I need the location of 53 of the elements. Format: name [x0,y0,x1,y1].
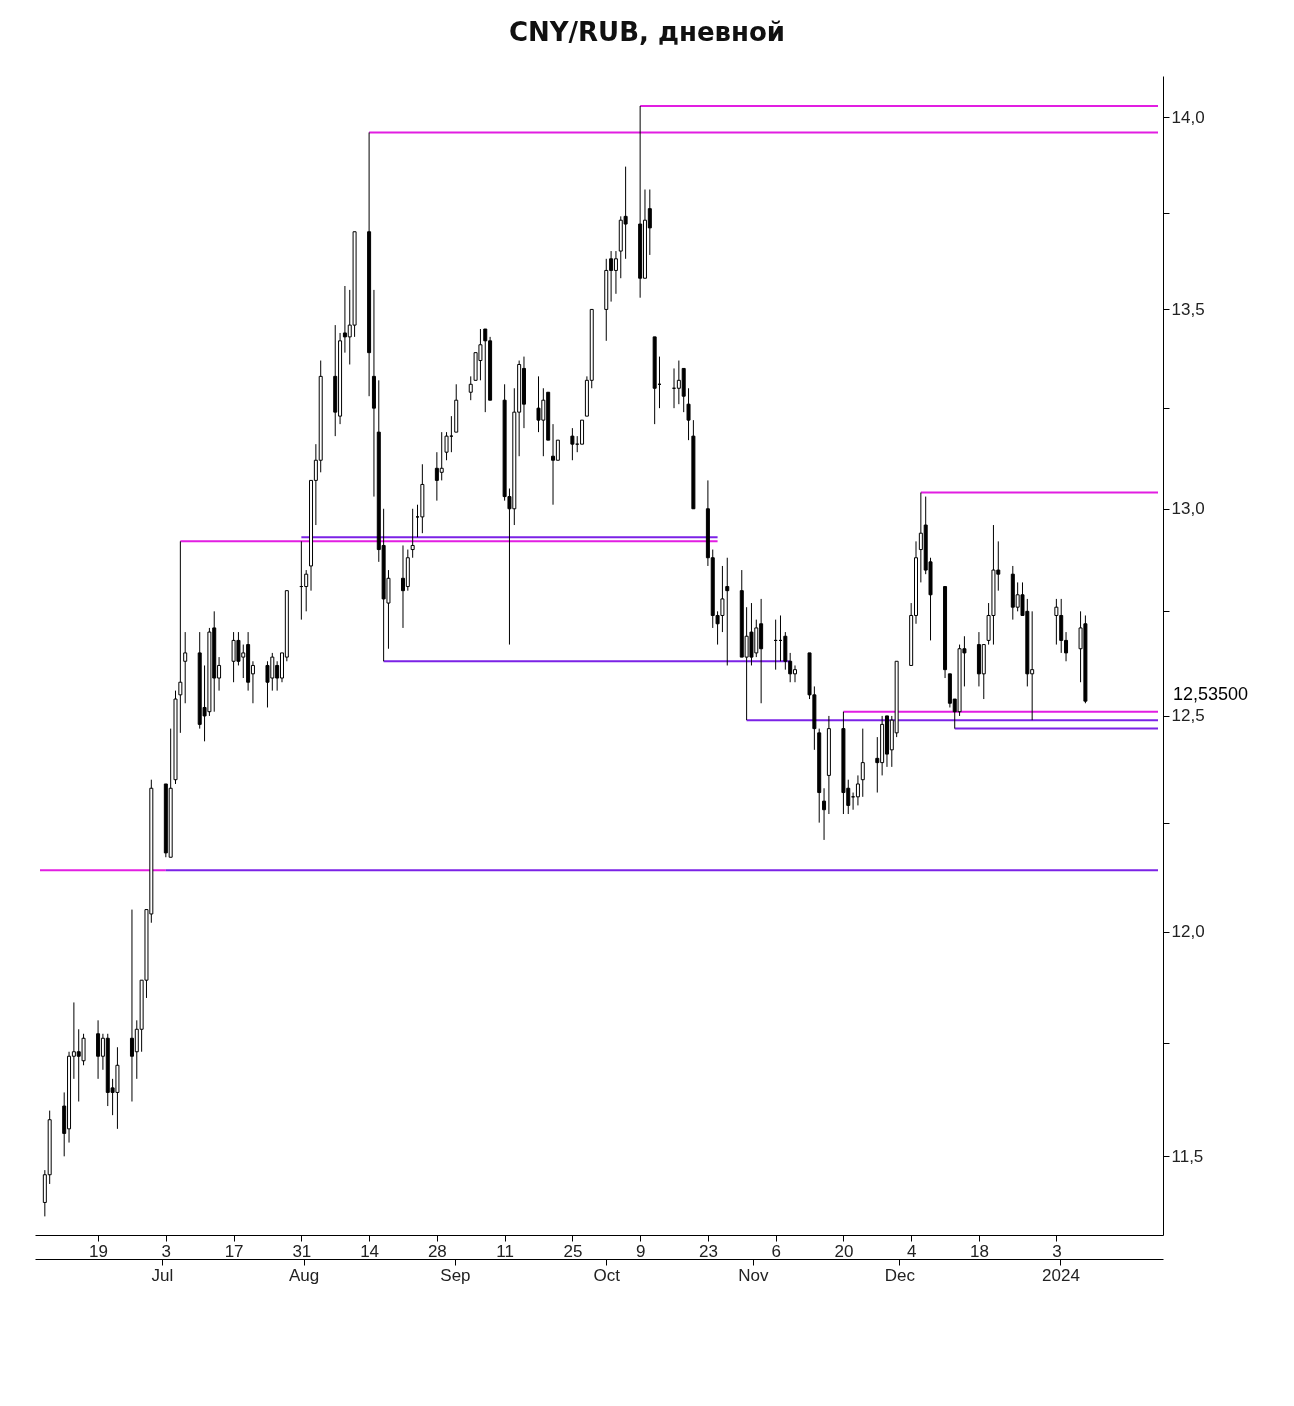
candlestick [96,1019,101,1080]
candlestick [439,431,444,481]
x-tick-label: 31 [292,1241,312,1261]
candlestick [81,1033,86,1066]
x-tick-label: 17 [224,1241,244,1261]
x-tick-label: 4 [906,1241,917,1261]
y-tick-label: 12,5 [1171,706,1205,726]
chart-title: CNY/RUB, дневной [508,17,786,47]
candlestick [183,631,188,704]
candlestick [725,557,730,666]
candlestick [265,660,270,708]
candlestick [570,427,575,461]
x2-tick-label: Nov [738,1265,769,1285]
candlestick [555,439,560,461]
x-tick-label: 9 [635,1241,646,1261]
candlestick [536,375,541,433]
candlestick [178,540,183,734]
x-tick-label: 19 [89,1241,109,1261]
x2-tick-label: 2024 [1042,1265,1080,1285]
y-tick-label: 11,5 [1171,1146,1204,1166]
x-tick-label: 28 [427,1241,447,1261]
x-tick-label: 18 [969,1241,989,1261]
candlestick [860,728,865,798]
x-tick-label: 11 [496,1241,514,1261]
candlestick [551,423,556,506]
candlestick [483,328,488,413]
x-tick-label: 25 [563,1241,583,1261]
x-tick-label: 3 [1052,1241,1062,1261]
x2-tick-label: Jul [151,1265,174,1285]
candlestick [855,774,860,806]
x2-tick-label: Aug [288,1265,320,1285]
y-tick-label: 14,0 [1171,107,1205,127]
x2-tick-label: Dec [884,1265,916,1285]
candlestick [822,787,827,841]
y-tick-label: 13,5 [1171,299,1205,319]
candlestick [304,569,309,612]
x-tick-label: 20 [834,1241,854,1261]
y-tick-label: 13,0 [1171,499,1205,519]
x-tick-label: 23 [698,1241,718,1261]
candlestick [1054,598,1059,646]
x-tick-label: 6 [771,1241,781,1261]
x-tick-label: 3 [161,1241,172,1261]
candlestick [468,375,473,401]
y-tick-label: 12,0 [1171,922,1205,942]
x-tick-label: 14 [360,1241,380,1261]
x2-tick-label: Sep [440,1265,471,1285]
candlestick [623,166,628,260]
candlestick [410,508,415,559]
text: 12,53500 [1173,684,1249,705]
candlestick [686,387,691,441]
candlestick [613,250,618,295]
candlestick [444,431,449,461]
x2-tick-label: Oct [593,1265,621,1285]
